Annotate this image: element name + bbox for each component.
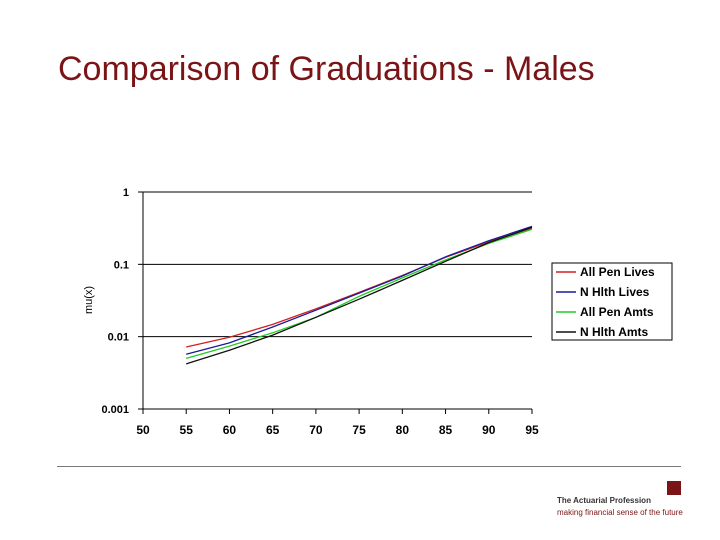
y-tick-label: 0.01 (108, 332, 129, 344)
x-tick-label: 85 (439, 423, 453, 437)
series-line-all-pen-lives (186, 227, 533, 348)
legend-label: N Hlth Amts (580, 325, 649, 339)
x-tick-label: 90 (482, 423, 496, 437)
y-tick-label: 0.1 (114, 259, 129, 271)
brand-tagline: making financial sense of the future (557, 508, 683, 517)
x-axis: 50 55 60 65 70 75 80 85 90 95 (136, 409, 539, 437)
y-axis-title: mu(x) (83, 286, 95, 314)
x-tick-label: 95 (525, 423, 539, 437)
footer-divider (57, 466, 681, 467)
series-lines (186, 225, 533, 365)
y-tick-label: 1 (123, 187, 129, 199)
brand-logo-square (667, 481, 681, 495)
x-tick-label: 55 (180, 423, 194, 437)
y-tick-label: 0.001 (101, 404, 129, 416)
gridlines (143, 191, 532, 410)
legend-label: N Hlth Lives (580, 285, 650, 299)
legend-label: All Pen Amts (580, 305, 654, 319)
legend: All Pen Lives N Hlth Lives All Pen Amts N H… (551, 262, 673, 341)
brand-name: The Actuarial Profession (557, 496, 651, 505)
series-line-n-hlth-amts (186, 226, 533, 365)
x-tick-label: 80 (396, 423, 410, 437)
legend-label: All Pen Lives (580, 265, 655, 279)
slide-title: Comparison of Graduations - Males (58, 50, 595, 88)
x-tick-label: 75 (352, 423, 366, 437)
x-tick-label: 50 (136, 423, 150, 437)
legend-box (551, 262, 673, 341)
y-axis: 1 0.1 0.01 0.001 (101, 187, 143, 416)
x-tick-label: 60 (223, 423, 237, 437)
series-line-n-hlth-lives (186, 225, 533, 355)
x-tick-label: 70 (309, 423, 323, 437)
x-tick-label: 65 (266, 423, 280, 437)
